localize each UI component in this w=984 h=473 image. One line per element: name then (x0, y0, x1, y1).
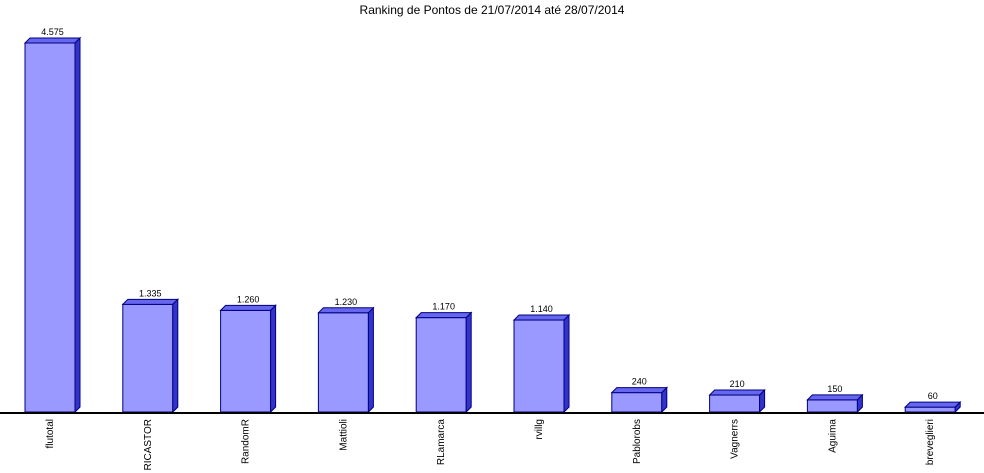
bar-top-flutotal (23, 37, 82, 44)
bar-RLamarca (415, 317, 467, 413)
bar-Pablorobs (611, 392, 663, 413)
value-label: 150 (827, 384, 842, 394)
category-label: RandomR (241, 419, 252, 464)
value-label: 1.140 (530, 304, 553, 314)
bar-top-RandomR (219, 304, 277, 311)
bar-RICASTOR (122, 303, 174, 413)
bar-flutotal (24, 42, 76, 413)
bar-side-Aguima (856, 393, 863, 414)
bar-top-Vagnerrs (708, 389, 766, 396)
bar-Aguima (806, 399, 858, 413)
bar-side-Vagnerrs (759, 388, 766, 414)
bars-group (23, 36, 962, 414)
bar-breveglieri (904, 406, 956, 413)
value-label: 1.260 (237, 294, 260, 304)
value-label: 1.335 (139, 288, 162, 298)
bar-side-flutotal (74, 36, 81, 414)
bar-top-breveglieri (903, 401, 962, 408)
labels-group: 4.575 flutotal 1.335 RICASTOR 1.260 RandomR 1.… (41, 27, 937, 471)
bar-side-RICASTOR (172, 298, 179, 414)
bar-top-RLamarca (414, 312, 473, 319)
bar-top-Pablorobs (610, 387, 669, 394)
value-label: 1.230 (335, 297, 358, 307)
bar-side-Pablorobs (661, 386, 668, 414)
category-label: RLamarca (436, 419, 447, 466)
bar-rvillg (513, 319, 565, 413)
bar-side-RLamarca (465, 311, 472, 414)
chart-title: Ranking de Pontos de 21/07/2014 até 28/0… (359, 3, 625, 17)
bar-side-breveglieri (954, 400, 961, 414)
category-label: rvillg (534, 419, 545, 440)
bar-top-rvillg (512, 314, 571, 321)
bar-top-RICASTOR (121, 298, 180, 305)
value-label: 240 (632, 377, 647, 387)
bar-side-Mattioli (367, 306, 374, 414)
category-label: Vagnerrs (730, 419, 741, 459)
category-label: Mattioli (338, 419, 349, 451)
value-label: 60 (928, 391, 938, 401)
category-label: Aguima (827, 419, 838, 453)
bar-side-rvillg (563, 313, 570, 414)
bar-RandomR (220, 309, 272, 413)
bar-top-Mattioli (317, 307, 375, 314)
category-label: RICASTOR (143, 419, 154, 471)
value-label: 1.170 (432, 302, 455, 312)
bar-Mattioli (317, 312, 369, 413)
category-label: breveglieri (925, 419, 936, 465)
category-label: flutotal (45, 419, 56, 448)
bar-top-Aguima (806, 394, 864, 401)
value-label: 4.575 (41, 27, 64, 37)
value-label: 210 (730, 379, 745, 389)
category-label: Pablorobs (632, 419, 643, 464)
bar-side-RandomR (270, 304, 277, 414)
bar-Vagnerrs (709, 394, 761, 413)
